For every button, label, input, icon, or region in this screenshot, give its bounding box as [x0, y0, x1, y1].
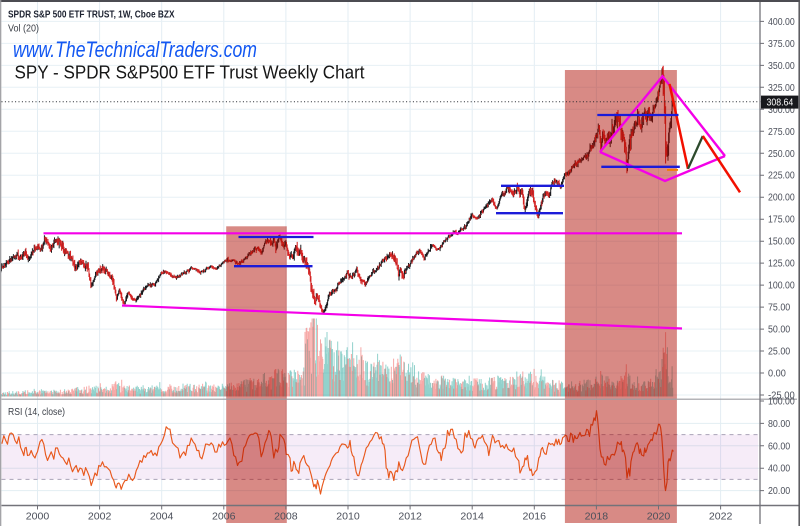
svg-text:2012: 2012	[398, 512, 422, 523]
svg-text:20.00: 20.00	[768, 486, 791, 497]
svg-text:275.00: 275.00	[768, 127, 795, 138]
svg-text:2008: 2008	[274, 512, 298, 523]
svg-text:www.TheTechnicalTraders.com: www.TheTechnicalTraders.com	[13, 37, 257, 62]
svg-text:2022: 2022	[709, 512, 733, 523]
svg-text:2002: 2002	[88, 512, 112, 523]
svg-text:80.00: 80.00	[768, 419, 791, 430]
svg-text:375.00: 375.00	[768, 39, 795, 50]
svg-text:Vol (20): Vol (20)	[8, 22, 39, 34]
svg-text:308.64: 308.64	[767, 98, 794, 109]
svg-text:300.00: 300.00	[768, 105, 795, 116]
svg-text:40.00: 40.00	[768, 464, 791, 475]
svg-text:2010: 2010	[336, 512, 360, 523]
svg-text:150.00: 150.00	[768, 237, 795, 248]
svg-text:2016: 2016	[523, 512, 547, 523]
svg-text:2020: 2020	[647, 512, 671, 523]
svg-text:100.00: 100.00	[768, 397, 795, 408]
svg-text:2006: 2006	[212, 512, 236, 523]
svg-text:2014: 2014	[460, 512, 484, 523]
svg-text:325.00: 325.00	[768, 83, 795, 94]
svg-text:-25.00: -25.00	[768, 391, 795, 402]
svg-text:225.00: 225.00	[768, 171, 795, 182]
svg-text:RSI (14, close): RSI (14, close)	[8, 406, 65, 418]
svg-text:2004: 2004	[150, 512, 174, 523]
svg-text:60.00: 60.00	[768, 441, 791, 452]
svg-text:100.00: 100.00	[768, 281, 795, 292]
svg-text:25.00: 25.00	[768, 347, 791, 358]
svg-text:2018: 2018	[585, 512, 609, 523]
svg-text:250.00: 250.00	[768, 149, 795, 160]
svg-text:175.00: 175.00	[768, 215, 795, 226]
svg-text:350.00: 350.00	[768, 61, 795, 72]
svg-text:0.00: 0.00	[768, 369, 786, 380]
svg-text:125.00: 125.00	[768, 259, 795, 270]
svg-text:2000: 2000	[26, 512, 50, 523]
svg-text:200.00: 200.00	[768, 193, 795, 204]
svg-text:SPY - SPDR S&P500 ETF Trust We: SPY - SPDR S&P500 ETF Trust Weekly Chart	[15, 63, 365, 83]
svg-text:400.00: 400.00	[768, 17, 795, 28]
svg-text:75.00: 75.00	[768, 303, 791, 314]
svg-text:50.00: 50.00	[768, 325, 791, 336]
svg-text:SPDR S&P 500 ETF TRUST, 1W, Cb: SPDR S&P 500 ETF TRUST, 1W, Cboe BZX	[8, 9, 175, 21]
